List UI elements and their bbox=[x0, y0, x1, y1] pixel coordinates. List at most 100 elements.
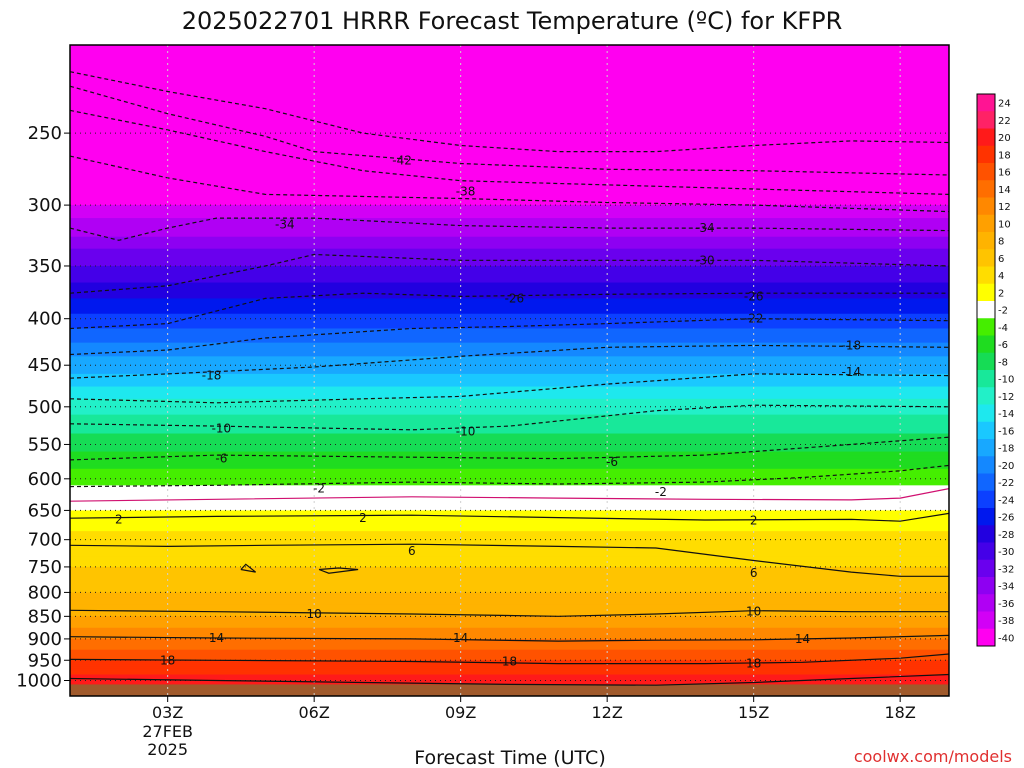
temperature-band bbox=[70, 592, 949, 596]
colorbar-label: 6 bbox=[998, 254, 1004, 265]
pressure-axis: 2503003504004505005506006507007508008509… bbox=[16, 123, 70, 692]
colorbar-label: -34 bbox=[998, 582, 1014, 593]
temperature-band bbox=[70, 507, 949, 512]
temperature-band bbox=[70, 224, 949, 232]
temperature-band bbox=[70, 378, 949, 383]
temperature-band bbox=[70, 133, 949, 142]
contour-line bbox=[70, 634, 949, 642]
temperature-band bbox=[70, 198, 949, 206]
temperature-band bbox=[70, 513, 949, 518]
temperature-band bbox=[70, 45, 949, 56]
temperature-band bbox=[70, 323, 949, 330]
y-tick-label: 500 bbox=[28, 397, 62, 418]
temperature-band bbox=[70, 140, 949, 150]
temperature-band bbox=[70, 519, 949, 523]
temperature-band bbox=[70, 148, 949, 157]
temperature-bands bbox=[70, 45, 949, 696]
contour-label: -10 bbox=[212, 421, 232, 435]
temperature-band bbox=[70, 386, 949, 392]
temperature-band bbox=[70, 564, 949, 568]
temperature-band bbox=[70, 444, 949, 449]
temperature-band bbox=[70, 662, 949, 665]
colorbar-label: -26 bbox=[998, 513, 1014, 524]
temperature-band bbox=[70, 597, 949, 601]
contour-label: 10 bbox=[307, 607, 322, 621]
temperature-band bbox=[70, 625, 949, 629]
grid-lines bbox=[70, 45, 949, 696]
temperature-band bbox=[70, 347, 949, 353]
temperature-band bbox=[70, 414, 949, 420]
temperature-band bbox=[70, 163, 949, 172]
colorbar-label: -40 bbox=[998, 633, 1014, 644]
contour-line bbox=[70, 464, 949, 488]
temperature-band bbox=[70, 676, 949, 680]
temperature-band bbox=[70, 656, 949, 659]
temperature-band bbox=[70, 636, 949, 640]
colorbar-swatch bbox=[977, 525, 995, 543]
temperature-band bbox=[70, 498, 949, 502]
x-tick-label: 03Z bbox=[152, 703, 183, 722]
colorbar-label: -6 bbox=[998, 340, 1008, 351]
x-tick-label: 06Z bbox=[299, 703, 330, 722]
temperature-band bbox=[70, 670, 949, 674]
contour-label: 2 bbox=[750, 514, 758, 528]
contour-label: -6 bbox=[215, 452, 227, 466]
temperature-band bbox=[70, 448, 949, 453]
contour-label: 18 bbox=[160, 653, 175, 667]
temperature-band bbox=[70, 569, 949, 573]
temperature-band bbox=[70, 211, 949, 219]
colorbar-label: -24 bbox=[998, 495, 1014, 506]
colorbar-swatch bbox=[977, 456, 995, 474]
colorbar: 24 22 20 18 16 14 12 10 8 6 4 2 -2 -4 -6 -8 -10 -12 -14 -16… bbox=[976, 93, 1014, 647]
contour-label: 6 bbox=[408, 544, 416, 558]
temperature-band bbox=[70, 623, 949, 627]
temperature-band bbox=[70, 451, 949, 456]
temperature-band bbox=[70, 205, 949, 213]
temperature-band bbox=[70, 548, 949, 552]
credit-link[interactable]: coolwx.com/models bbox=[854, 747, 1012, 766]
temperature-band bbox=[70, 542, 949, 546]
temperature-band bbox=[70, 402, 949, 408]
temperature-band bbox=[70, 410, 949, 416]
contour-label: 14 bbox=[453, 631, 468, 645]
y-tick-label: 800 bbox=[28, 582, 62, 603]
colorbar-swatch bbox=[977, 439, 995, 457]
temperature-band bbox=[70, 360, 949, 366]
contour-line bbox=[70, 292, 949, 330]
contour-line bbox=[70, 436, 949, 461]
temperature-band bbox=[70, 472, 949, 477]
temperature-band bbox=[70, 356, 949, 362]
temperature-band bbox=[70, 406, 949, 412]
temperature-band bbox=[70, 556, 949, 560]
colorbar-label: -8 bbox=[998, 357, 1008, 368]
x-tick-label: 12Z bbox=[592, 703, 623, 722]
colorbar-label: 22 bbox=[998, 116, 1011, 127]
temperature-band bbox=[70, 504, 949, 508]
temperature-band bbox=[70, 337, 949, 344]
temperature-band bbox=[70, 609, 949, 613]
temperature-band bbox=[70, 587, 949, 591]
y-tick-label: 750 bbox=[28, 557, 62, 578]
contour-label: -34 bbox=[695, 221, 715, 235]
colorbar-swatch bbox=[977, 490, 995, 509]
temperature-band bbox=[70, 545, 949, 549]
temperature-band bbox=[70, 604, 949, 608]
colorbar-label: -22 bbox=[998, 478, 1014, 489]
colorbar-label: -2 bbox=[998, 306, 1008, 317]
temperature-band bbox=[70, 116, 949, 126]
plot-area: -42-38-34 -34-30-26 -26-22-18-18-14-10 -10-… bbox=[70, 45, 949, 696]
contour-label: -26 bbox=[744, 289, 764, 303]
x-tick-label: 18Z bbox=[885, 703, 916, 722]
colorbar-label: 10 bbox=[998, 219, 1011, 230]
ground-layer bbox=[70, 684, 949, 696]
colorbar-swatch bbox=[977, 266, 995, 285]
colorbar-label: -32 bbox=[998, 564, 1014, 575]
temperature-band bbox=[70, 616, 949, 620]
temperature-band bbox=[70, 594, 949, 598]
temperature-band bbox=[70, 491, 949, 496]
temperature-band bbox=[70, 265, 949, 273]
y-tick-label: 950 bbox=[28, 650, 62, 671]
temperature-band bbox=[70, 333, 949, 339]
temperature-band bbox=[70, 260, 949, 267]
